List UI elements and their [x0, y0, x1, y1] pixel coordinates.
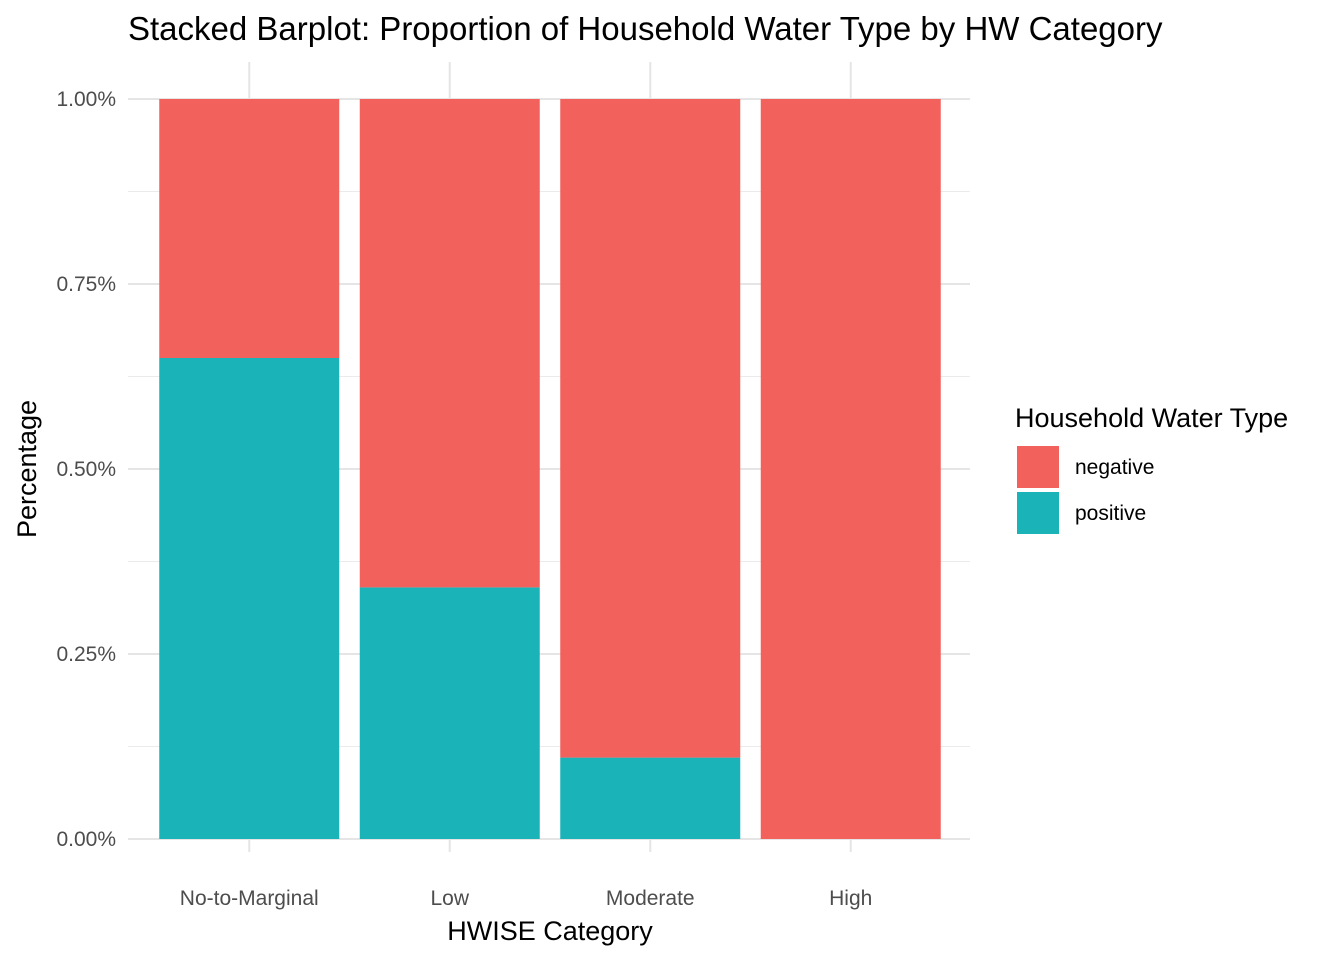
x-tick-label: High [829, 887, 872, 910]
y-tick-label: 0.25% [56, 643, 116, 666]
bar-negative-no-to-marginal [159, 99, 340, 358]
y-tick-label: 1.00% [56, 88, 116, 111]
x-axis-ticks: No-to-Marginal Low Moderate High [180, 887, 873, 910]
x-tick-label: Moderate [606, 887, 695, 910]
legend-items: negative positive [1017, 446, 1154, 534]
y-axis-ticks: 0.00% 0.25% 0.50% 0.75% 1.00% [56, 88, 116, 851]
bar-negative-high [760, 99, 941, 839]
bar-negative-low [359, 99, 540, 588]
bars [159, 99, 941, 839]
y-tick-label: 0.50% [56, 458, 116, 481]
legend-swatch-negative [1017, 446, 1059, 488]
bar-negative-moderate [560, 99, 741, 758]
bar-positive-no-to-marginal [159, 358, 340, 839]
legend-label-positive: positive [1075, 502, 1146, 525]
legend-title: Household Water Type [1015, 403, 1288, 433]
y-tick-label: 0.00% [56, 828, 116, 851]
legend: Household Water Type negative positive [1015, 403, 1288, 534]
legend-swatch-positive [1017, 492, 1059, 534]
bar-positive-moderate [560, 757, 741, 839]
legend-label-negative: negative [1075, 456, 1154, 479]
bar-positive-low [359, 587, 540, 839]
chart-title: Stacked Barplot: Proportion of Household… [128, 10, 1163, 47]
x-tick-label: Low [430, 887, 469, 910]
x-axis-title: HWISE Category [447, 916, 653, 946]
y-axis-title: Percentage [12, 400, 42, 538]
y-tick-label: 0.75% [56, 273, 116, 296]
x-tick-label: No-to-Marginal [180, 887, 319, 910]
